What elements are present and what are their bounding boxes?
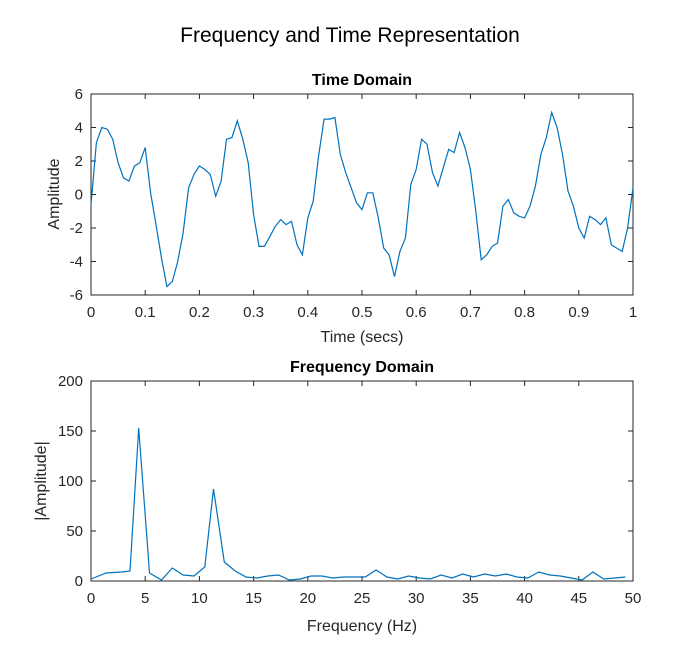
- time-domain-xtick-label: 0.8: [514, 304, 535, 321]
- time-domain-xtick-label: 0.1: [135, 304, 156, 321]
- time-domain-xtick-label: 0.6: [406, 304, 427, 321]
- frequency-domain-xlabel: Frequency (Hz): [307, 618, 417, 635]
- time-domain-ytick-label: -2: [70, 220, 83, 237]
- time-domain-ytick-label: 2: [75, 153, 83, 170]
- frequency-domain-xtick-label: 45: [570, 590, 587, 607]
- frequency-domain-ticks: 0 5 10 15 20 25 30 35 40 45 50 0 50 100 150 200: [58, 373, 641, 607]
- time-domain-title: Time Domain: [312, 72, 412, 89]
- time-domain-ytick-label: 6: [75, 86, 83, 103]
- frequency-domain-ytick-label: 0: [75, 573, 83, 590]
- frequency-domain-xtick-label: 35: [462, 590, 479, 607]
- frequency-domain-spectrum-line: [90, 427, 626, 581]
- frequency-domain-axes-box: [90, 380, 634, 582]
- time-domain-xtick-label: 0.9: [568, 304, 589, 321]
- frequency-domain-xtick-label: 25: [354, 590, 371, 607]
- time-domain-xtick-label: 0.2: [189, 304, 210, 321]
- frequency-domain-xtick-label: 10: [191, 590, 208, 607]
- frequency-domain-xtick-label: 5: [141, 590, 149, 607]
- time-domain-plot: Time Domain 0 0.1 0.2 0.3 0.4 0.5 0.6 0.7 0.8 0.9…: [46, 72, 637, 346]
- time-domain-ytick-label: -4: [70, 254, 83, 271]
- figure-title: Frequency and Time Representation: [180, 24, 520, 47]
- time-domain-ylabel: Amplitude: [46, 158, 63, 229]
- time-domain-ticks: 0 0.1 0.2 0.3 0.4 0.5 0.6 0.7 0.8 0.9 1 -6 -4 -2 0 2 4 6: [70, 86, 638, 321]
- time-domain-xtick-label: 0: [87, 304, 95, 321]
- frequency-domain-xtick-label: 40: [516, 590, 533, 607]
- time-domain-xlabel: Time (secs): [321, 329, 404, 346]
- time-domain-xtick-label: 0.7: [460, 304, 481, 321]
- frequency-domain-ytick-label: 100: [58, 473, 83, 490]
- frequency-domain-xtick-label: 50: [625, 590, 642, 607]
- time-domain-axes-box: [90, 93, 634, 296]
- frequency-domain-title: Frequency Domain: [290, 359, 434, 376]
- time-domain-xtick-label: 1: [629, 304, 637, 321]
- time-domain-xtick-label: 0.4: [297, 304, 318, 321]
- time-domain-ytick-label: 4: [75, 120, 83, 137]
- time-domain-xtick-label: 0.5: [352, 304, 373, 321]
- frequency-domain-ytick-label: 50: [66, 523, 83, 540]
- time-domain-signal-line: [90, 110, 634, 288]
- time-domain-xtick-label: 0.3: [243, 304, 264, 321]
- time-domain-ytick-label: -6: [70, 287, 83, 304]
- frequency-domain-xtick-label: 15: [245, 590, 262, 607]
- frequency-domain-xtick-label: 30: [408, 590, 425, 607]
- frequency-domain-plot: Frequency Domain 0 5 10 15 20 25 30 35 40 45 50 0 50…: [33, 359, 641, 635]
- frequency-domain-ytick-label: 150: [58, 423, 83, 440]
- time-domain-ytick-label: 0: [75, 187, 83, 204]
- frequency-domain-ytick-label: 200: [58, 373, 83, 390]
- frequency-domain-ylabel: |Amplitude|: [33, 441, 50, 520]
- frequency-domain-xtick-label: 0: [87, 590, 95, 607]
- frequency-domain-xtick-label: 20: [299, 590, 316, 607]
